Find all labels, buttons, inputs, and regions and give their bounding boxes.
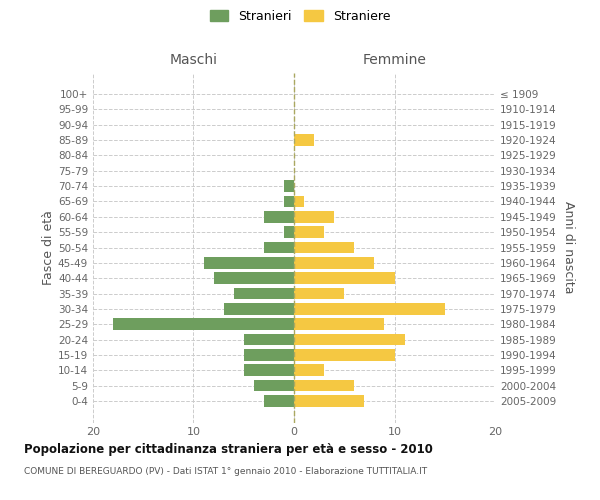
Bar (294, 196, 304, 207)
Text: Maschi: Maschi (170, 54, 218, 68)
Bar (294, 242, 355, 254)
Bar (264, 395, 294, 406)
Bar (203, 257, 294, 268)
Bar (264, 242, 294, 254)
Bar (284, 226, 294, 238)
Bar (264, 211, 294, 222)
Bar (294, 257, 374, 268)
Bar (234, 288, 294, 300)
Bar (294, 318, 385, 330)
Bar (294, 288, 344, 300)
Bar (294, 395, 364, 406)
Legend: Stranieri, Straniere: Stranieri, Straniere (206, 6, 394, 26)
Y-axis label: Anni di nascita: Anni di nascita (562, 201, 575, 294)
Bar (113, 318, 294, 330)
Bar (294, 272, 395, 284)
Text: Femmine: Femmine (362, 54, 427, 68)
Bar (294, 303, 445, 314)
Bar (284, 180, 294, 192)
Bar (244, 334, 294, 345)
Bar (294, 364, 324, 376)
Bar (294, 334, 404, 345)
Y-axis label: Fasce di età: Fasce di età (42, 210, 55, 285)
Bar (244, 349, 294, 360)
Bar (224, 303, 294, 314)
Bar (294, 134, 314, 146)
Bar (294, 226, 324, 238)
Bar (294, 380, 355, 392)
Text: COMUNE DI BEREGUARDO (PV) - Dati ISTAT 1° gennaio 2010 - Elaborazione TUTTITALIA: COMUNE DI BEREGUARDO (PV) - Dati ISTAT 1… (24, 468, 427, 476)
Bar (284, 196, 294, 207)
Bar (294, 211, 334, 222)
Bar (244, 364, 294, 376)
Bar (294, 349, 395, 360)
Bar (254, 380, 294, 392)
Text: Popolazione per cittadinanza straniera per età e sesso - 2010: Popolazione per cittadinanza straniera p… (24, 442, 433, 456)
Bar (214, 272, 294, 284)
